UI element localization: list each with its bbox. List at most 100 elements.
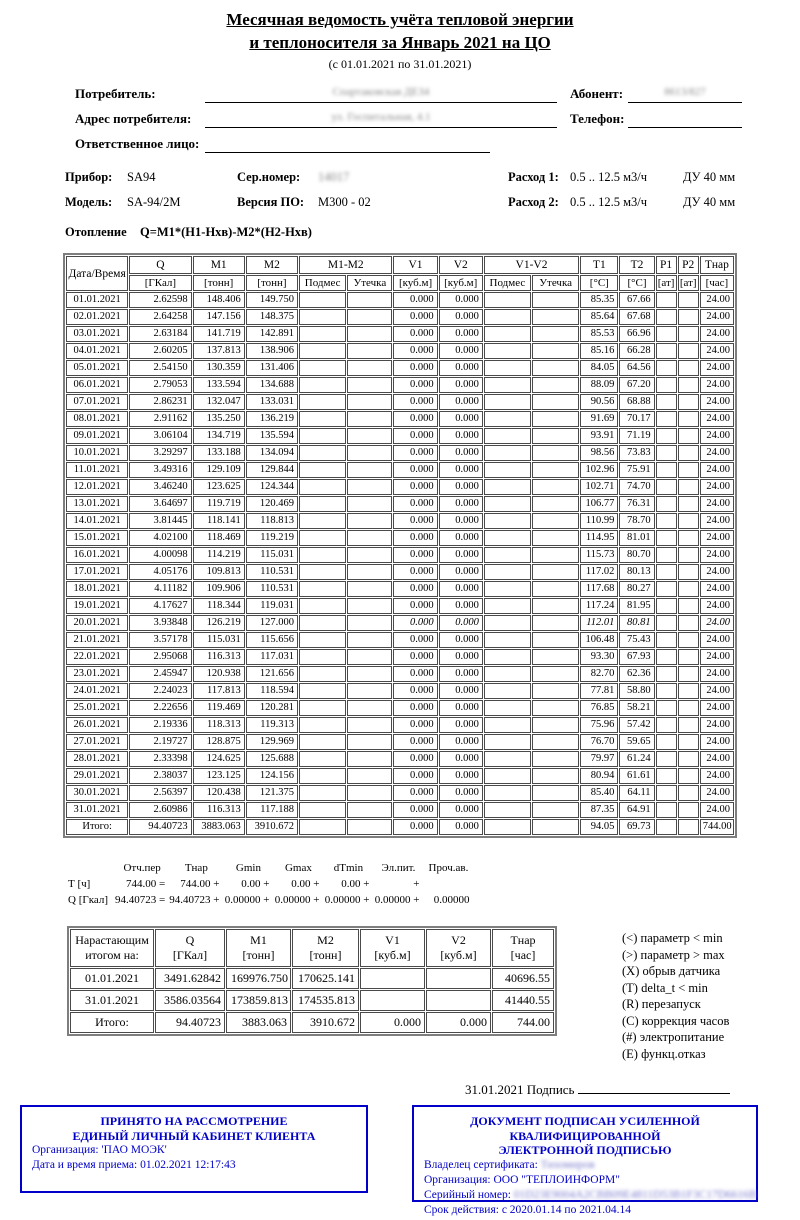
legend-item: (#) электропитание (622, 1030, 725, 1044)
table-cell (347, 513, 393, 529)
table-cell: 31.01.2021 (66, 802, 129, 818)
summary-row: Т [ч] 744.00 = 744.00 + 0.00 + 0.00 + 0.00 + + (68, 876, 473, 892)
table-cell: 2.60986 (129, 802, 192, 818)
cumulative-header-line1: V2 (451, 933, 466, 947)
table-cell: 115.031 (192, 632, 245, 648)
cumulative-header-line2: [тонн] (242, 948, 275, 962)
column-subheader: Утечка (347, 275, 393, 291)
table-cell: 0.000 (438, 666, 483, 682)
summary-value: 94.40723 = (115, 894, 166, 906)
table-cell: 0.000 (438, 360, 483, 376)
table-cell: 30.01.2021 (66, 785, 129, 801)
table-cell: 120.469 (245, 496, 299, 512)
table-cell: 57.42 (619, 717, 655, 733)
serial-value-redacted: 14017 (318, 170, 350, 184)
table-cell: 0.000 (438, 581, 483, 597)
table-cell: 24.00 (699, 462, 734, 478)
table-cell: 03.01.2021 (66, 326, 129, 342)
table-cell (483, 649, 532, 665)
table-cell (677, 343, 699, 359)
table-cell (483, 428, 532, 444)
table-cell (347, 615, 393, 631)
table-cell (655, 547, 677, 563)
table-cell: 0.000 (438, 785, 483, 801)
totals-cell (483, 819, 532, 835)
table-cell (299, 649, 347, 665)
table-row: 19.01.2021 4.17627 118.344 119.031 0.000 0.00… (66, 598, 734, 614)
address-value-redacted: ул. Госпитальная, 4.1 (331, 111, 431, 123)
column-subheader: [куб.м] (438, 275, 483, 291)
table-cell (655, 496, 677, 512)
table-cell (532, 598, 580, 614)
cumulative-cell: 3586.03564 (155, 990, 225, 1011)
cumulative-cell: 31.01.2021 (70, 990, 154, 1011)
esignature-title-line2: ЭЛЕКТРОННОЙ ПОДПИСЬЮ (498, 1143, 672, 1157)
table-cell: 134.719 (192, 428, 245, 444)
table-cell (655, 360, 677, 376)
table-cell: 15.01.2021 (66, 530, 129, 546)
column-subheader: Подмес (299, 275, 347, 291)
table-cell: 66.96 (619, 326, 655, 342)
legend-item: (<) параметр < min (622, 931, 723, 945)
table-cell: 06.01.2021 (66, 377, 129, 393)
firmware-label: Версия ПО: (237, 195, 305, 209)
table-cell: 4.05176 (129, 564, 192, 580)
table-cell (655, 802, 677, 818)
table-cell: 62.36 (619, 666, 655, 682)
table-cell (483, 496, 532, 512)
table-cell: 106.48 (580, 632, 619, 648)
main-table-foot: Итого: 94.40723 3883.063 3910.672 0.000 0.000… (66, 819, 734, 835)
table-cell: 134.094 (245, 445, 299, 461)
table-cell (677, 632, 699, 648)
table-cell: 124.344 (245, 479, 299, 495)
table-cell: 0.000 (438, 547, 483, 563)
table-cell: 2.62598 (129, 292, 192, 308)
table-cell (299, 547, 347, 563)
table-row: 24.01.2021 2.24023 117.813 118.594 0.000 0.00… (66, 683, 734, 699)
table-cell (347, 428, 393, 444)
table-cell (532, 632, 580, 648)
table-cell: 2.95068 (129, 649, 192, 665)
summary-table: Отч.пер Тнар Gmin Gmax dTmin Эл.пит. Проч.ав. Т… (68, 860, 473, 908)
table-cell (532, 785, 580, 801)
table-cell (483, 683, 532, 699)
column-header: M1-M2 (299, 256, 393, 274)
table-row: 27.01.2021 2.19727 128.875 129.969 0.000 0.00… (66, 734, 734, 750)
table-cell: 3.46240 (129, 479, 192, 495)
table-cell (677, 360, 699, 376)
summary-header-row: Отч.пер Тнар Gmin Gmax dTmin Эл.пит. Проч.ав. (68, 860, 473, 876)
table-cell: 24.00 (699, 768, 734, 784)
table-cell (677, 479, 699, 495)
table-cell: 0.000 (438, 615, 483, 631)
table-cell (347, 547, 393, 563)
cumulative-column-header: M2 [тонн] (292, 929, 359, 967)
main-subheader-row: [ГКал] [тонн] [тонн] Подмес Утечка [куб.м] [ку… (66, 275, 734, 291)
table-cell: 87.35 (580, 802, 619, 818)
table-cell (532, 751, 580, 767)
table-cell (347, 564, 393, 580)
table-cell: 133.594 (192, 377, 245, 393)
serial-label: Сер.номер: (237, 170, 301, 184)
table-cell (677, 428, 699, 444)
table-cell (532, 428, 580, 444)
table-cell (532, 462, 580, 478)
cumulative-header-line2: [ГКал] (172, 948, 208, 962)
cumulative-column-header: Тнар [час] (492, 929, 554, 967)
table-cell: 0.000 (393, 343, 438, 359)
table-cell (677, 649, 699, 665)
table-cell (532, 530, 580, 546)
flow2-label: Расход 2: (508, 195, 559, 209)
table-cell (677, 513, 699, 529)
table-cell (532, 581, 580, 597)
column-subheader: Утечка (532, 275, 580, 291)
column-subheader: [ат] (655, 275, 677, 291)
table-cell: 129.844 (245, 462, 299, 478)
table-cell: 0.000 (393, 377, 438, 393)
table-cell (347, 462, 393, 478)
cumulative-cell: 3883.063 (226, 1012, 291, 1033)
cumulative-cell (426, 968, 491, 989)
cumulative-header-row: Нарастающим итогом на: Q [ГКал] M1 [тонн] M2 [т… (70, 929, 554, 967)
table-cell: 130.359 (192, 360, 245, 376)
table-cell: 0.000 (393, 802, 438, 818)
table-cell: 11.01.2021 (66, 462, 129, 478)
